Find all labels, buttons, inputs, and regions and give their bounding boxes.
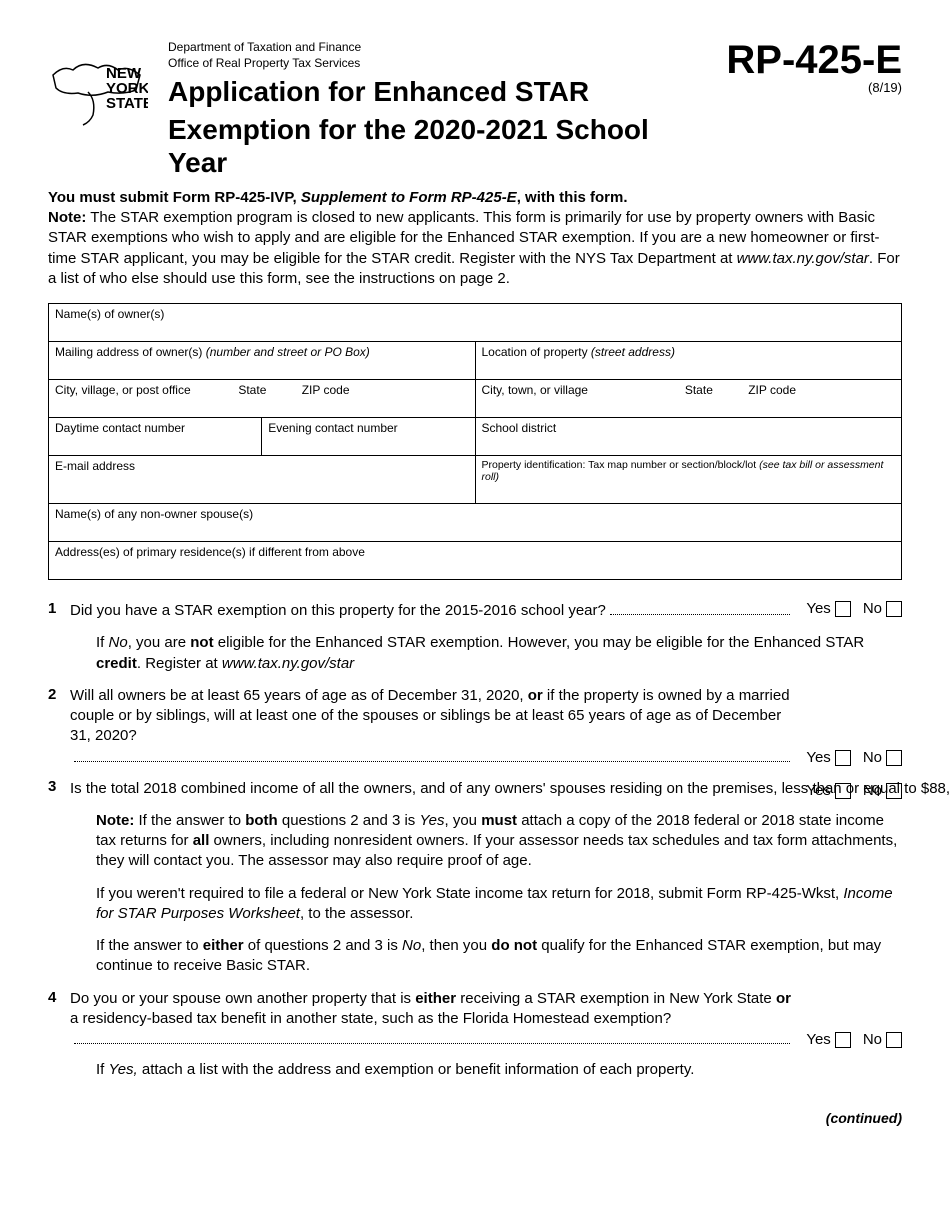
q3-yes-label: Yes [806,782,830,799]
q3-p3: If the answer to either of questions 2 a… [96,936,902,977]
question-4: 4 Do you or your spouse own another prop… [48,989,902,1049]
intro-note-label: Note: [48,209,86,226]
q4-no-checkbox[interactable] [886,1032,902,1048]
q1-sub: If No, you are not eligible for the Enha… [96,633,902,674]
field-location[interactable]: Location of property (street address) [475,342,902,380]
q1-yes-checkbox[interactable] [835,601,851,617]
svg-text:STATE: STATE [106,95,148,112]
q4-body: Do you or your spouse own another proper… [70,989,794,1049]
q4-yn: Yes No [806,1031,902,1048]
field-owners[interactable]: Name(s) of owner(s) [49,304,902,342]
question-2: 2 Will all owners be at least 65 years o… [48,686,902,766]
form-code: RP-425-E [726,40,902,80]
q2-no-label: No [863,749,882,766]
q3-no-checkbox[interactable] [886,783,902,799]
intro-block: You must submit Form RP-425-IVP, Supplem… [48,188,902,289]
q3-num: 3 [48,778,70,795]
q2-yes-label: Yes [806,749,830,766]
q2-no-checkbox[interactable] [886,750,902,766]
questions-block: 1 Did you have a STAR exemption on this … [48,600,902,1080]
intro-line1-pre: You must submit Form RP-425-IVP, [48,189,301,206]
q1-yn: Yes No [806,600,902,617]
q4-yes-checkbox[interactable] [835,1032,851,1048]
field-evening[interactable]: Evening contact number [262,418,475,456]
field-city1[interactable]: City, village, or post office State ZIP … [49,380,476,418]
continued-label: (continued) [48,1110,902,1126]
q1-no-label: No [863,600,882,617]
field-school[interactable]: School district [475,418,902,456]
form-title-2: Exemption for the 2020-2021 School Year [168,113,706,180]
q3-p2: If you weren't required to file a federa… [96,884,902,925]
q2-body: Will all owners be at least 65 years of … [70,686,794,766]
q1-no-checkbox[interactable] [886,601,902,617]
q2-yn: Yes No [806,749,902,766]
form-code-wrap: RP-425-E (8/19) [726,40,902,95]
field-city2[interactable]: City, town, or village State ZIP code [475,380,902,418]
q4-num: 4 [48,989,70,1006]
intro-line1-post: , with this form [517,189,624,206]
dept-line-2: Office of Real Property Tax Services [168,56,706,72]
question-3: 3 Is the total 2018 combined income of a… [48,778,902,799]
q1-num: 1 [48,600,70,617]
q1-body: Did you have a STAR exemption on this pr… [70,600,794,621]
leader-dots [74,1029,790,1044]
leader-dots [610,600,790,615]
q3-yes-checkbox[interactable] [835,783,851,799]
q4-sub: If Yes, attach a list with the address a… [96,1060,902,1080]
question-1: 1 Did you have a STAR exemption on this … [48,600,902,621]
field-daytime[interactable]: Daytime contact number [49,418,262,456]
q2-num: 2 [48,686,70,703]
field-mailing[interactable]: Mailing address of owner(s) (number and … [49,342,476,380]
q3-body: Is the total 2018 combined income of all… [70,778,794,799]
dept-line-1: Department of Taxation and Finance [168,40,706,56]
q3-yn: Yes No [806,782,902,799]
form-title-1: Application for Enhanced STAR [168,75,706,109]
form-date: (8/19) [726,80,902,95]
q2-yes-checkbox[interactable] [835,750,851,766]
leader-dots [74,747,790,762]
q4-yes-label: Yes [806,1031,830,1048]
header-text: Department of Taxation and Finance Offic… [168,40,706,180]
q3-note: Note: If the answer to both questions 2 … [96,811,902,872]
owner-info-table: Name(s) of owner(s) Mailing address of o… [48,303,902,580]
field-nonowner[interactable]: Name(s) of any non-owner spouse(s) [49,504,902,542]
field-email[interactable]: E-mail address [49,456,476,504]
field-primary[interactable]: Address(es) of primary residence(s) if d… [49,542,902,580]
field-propid[interactable]: Property identification: Tax map number … [475,456,902,504]
q3-no-label: No [863,782,882,799]
nys-logo: NEW YORK STATE [48,40,148,135]
form-header: NEW YORK STATE Department of Taxation an… [48,40,902,180]
intro-note-url: www.tax.ny.gov/star [737,250,869,267]
intro-line1-ital: Supplement to Form RP-425-E [301,189,517,206]
q4-no-label: No [863,1031,882,1048]
q1-yes-label: Yes [806,600,830,617]
